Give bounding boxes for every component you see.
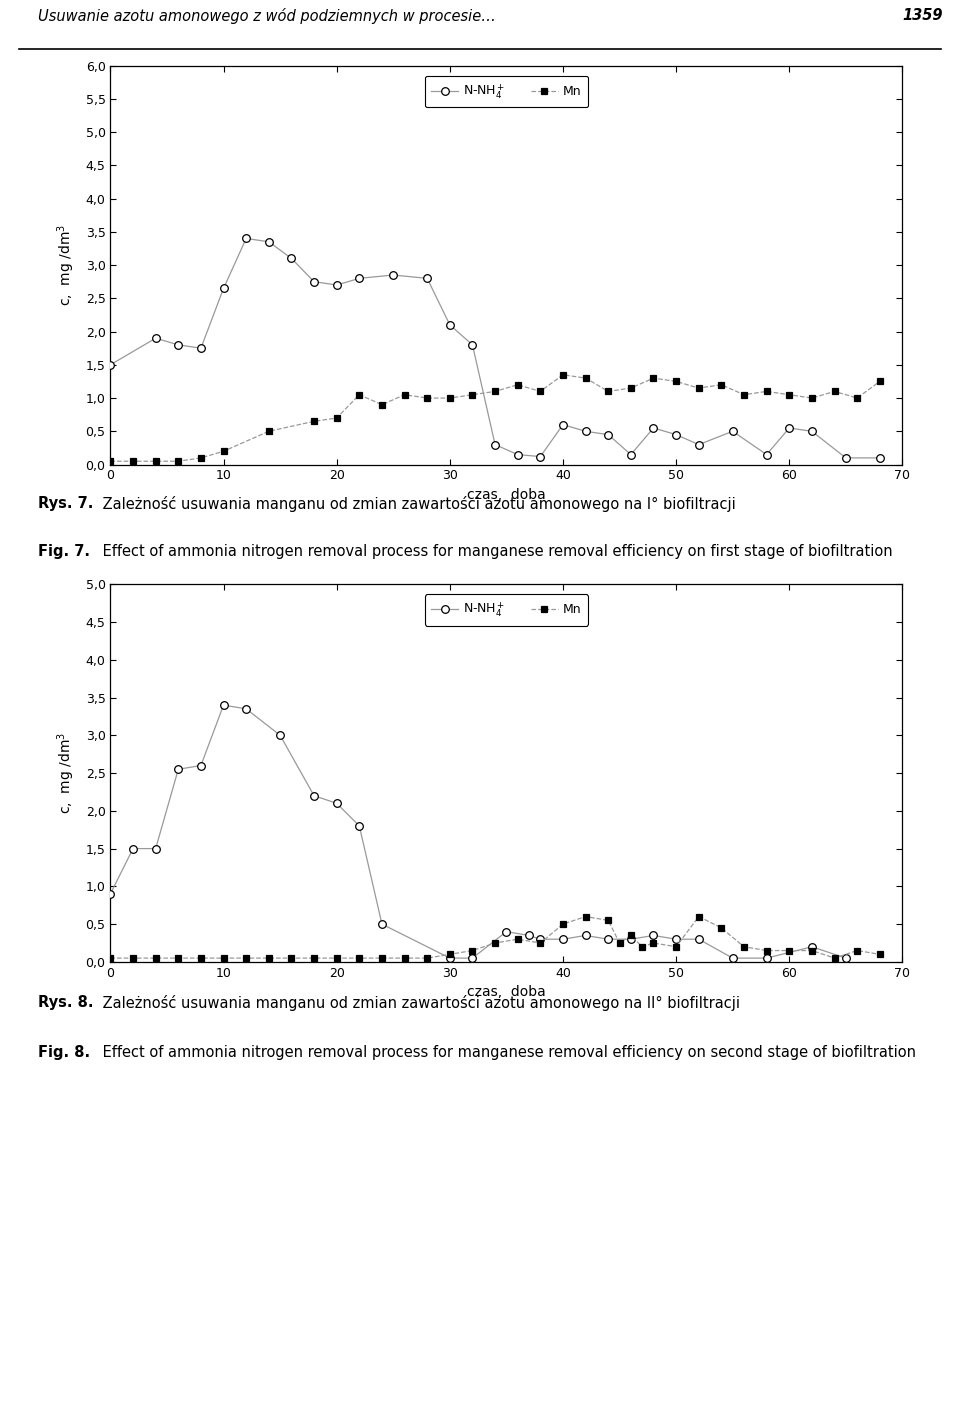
X-axis label: czas,  doba: czas, doba bbox=[467, 985, 546, 999]
Text: Fig. 7.: Fig. 7. bbox=[38, 544, 90, 560]
Text: Usuwanie azotu amonowego z wód podziemnych w procesie…: Usuwanie azotu amonowego z wód podziemny… bbox=[38, 7, 496, 24]
X-axis label: czas,  doba: czas, doba bbox=[467, 487, 546, 502]
Text: Effect of ammonia nitrogen removal process for manganese removal efficiency on s: Effect of ammonia nitrogen removal proce… bbox=[98, 1045, 916, 1060]
Text: 1359: 1359 bbox=[902, 7, 943, 23]
Text: Rys. 7.: Rys. 7. bbox=[38, 496, 94, 512]
Legend: N-NH$_4^+$, Mn: N-NH$_4^+$, Mn bbox=[424, 594, 588, 626]
Text: Fig. 8.: Fig. 8. bbox=[38, 1045, 90, 1060]
Text: Rys. 8.: Rys. 8. bbox=[38, 995, 94, 1010]
Y-axis label: c,  mg /dm$^3$: c, mg /dm$^3$ bbox=[56, 732, 77, 814]
Text: Zależność usuwania manganu od zmian zawartości azotu amonowego na I° biofiltracj: Zależność usuwania manganu od zmian zawa… bbox=[98, 496, 735, 512]
Y-axis label: c,  mg /dm$^3$: c, mg /dm$^3$ bbox=[56, 224, 77, 306]
Text: Zależność usuwania manganu od zmian zawartości azotu amonowego na II° biofiltrac: Zależność usuwania manganu od zmian zawa… bbox=[98, 995, 740, 1010]
Legend: N-NH$_4^+$, Mn: N-NH$_4^+$, Mn bbox=[424, 76, 588, 107]
Text: Effect of ammonia nitrogen removal process for manganese removal efficiency on f: Effect of ammonia nitrogen removal proce… bbox=[98, 544, 893, 560]
